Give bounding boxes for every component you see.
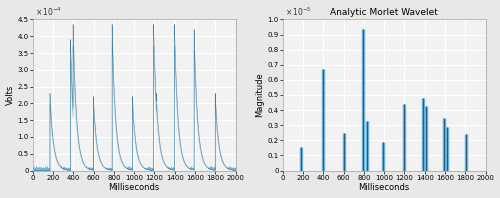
Text: $\times\,10^{-4}$: $\times\,10^{-4}$	[35, 6, 62, 18]
X-axis label: Milliseconds: Milliseconds	[108, 183, 160, 192]
Title: Analytic Morlet Wavelet: Analytic Morlet Wavelet	[330, 8, 438, 17]
Y-axis label: Magnitude: Magnitude	[256, 73, 264, 117]
Text: $\times\,10^{-5}$: $\times\,10^{-5}$	[285, 6, 312, 18]
Y-axis label: Volts: Volts	[6, 85, 15, 105]
X-axis label: Milliseconds: Milliseconds	[358, 183, 410, 192]
